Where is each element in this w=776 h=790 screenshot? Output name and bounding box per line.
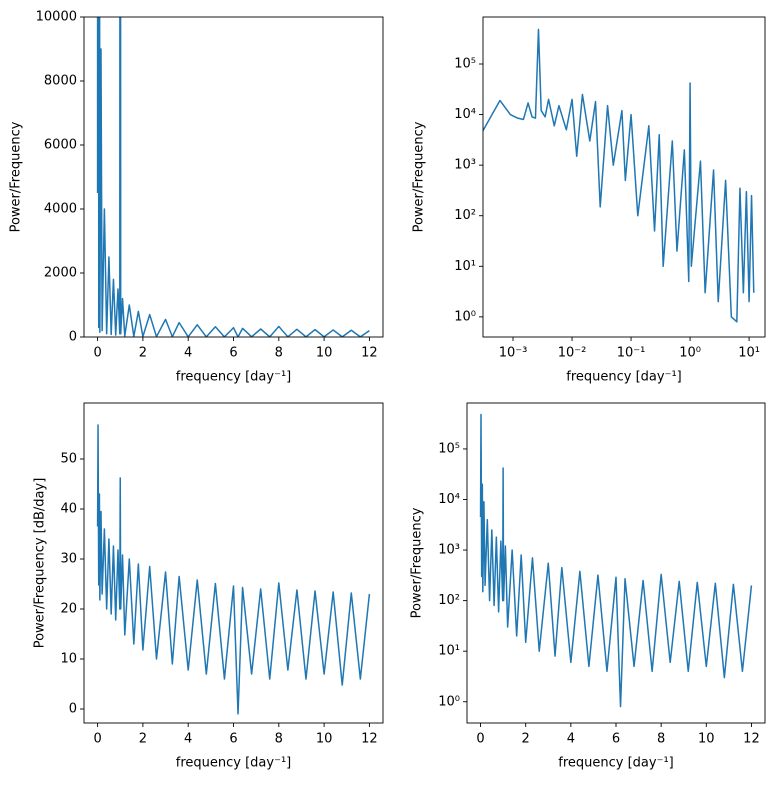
y-tick-label: 10² bbox=[438, 593, 460, 608]
y-axis-label: Power/Frequency bbox=[410, 507, 425, 618]
x-axis-label: frequency [day⁻¹] bbox=[176, 370, 291, 385]
x-tick-label: 8 bbox=[275, 346, 283, 361]
x-tick-label: 10⁻² bbox=[558, 346, 587, 361]
data-line bbox=[96, 424, 371, 715]
y-tick-label: 6000 bbox=[44, 138, 77, 153]
y-axis-label: Power/Frequency [dB/day] bbox=[33, 478, 48, 649]
x-tick-label: 0 bbox=[476, 732, 484, 747]
axes-frame bbox=[466, 402, 766, 724]
y-tick-label: 8000 bbox=[44, 74, 77, 89]
x-tick-label: 10 bbox=[316, 732, 333, 747]
x-tick-label: 12 bbox=[743, 732, 760, 747]
x-tick-label: 12 bbox=[361, 732, 378, 747]
y-tick-label: 50 bbox=[60, 452, 77, 467]
x-axis-label: frequency [day⁻¹] bbox=[566, 370, 681, 385]
x-axis-label: frequency [day⁻¹] bbox=[558, 756, 673, 771]
x-tick-label: 4 bbox=[567, 732, 575, 747]
y-tick-label: 10¹ bbox=[454, 259, 476, 274]
y-tick-label: 10⁴ bbox=[438, 492, 460, 507]
y-tick-label: 10000 bbox=[36, 10, 77, 25]
x-tick-label: 0 bbox=[93, 346, 101, 361]
axes-frame bbox=[83, 402, 384, 724]
x-tick-label: 10¹ bbox=[738, 346, 760, 361]
y-tick-label: 0 bbox=[69, 702, 77, 717]
y-tick-label: 10⁴ bbox=[454, 107, 476, 122]
y-tick-label: 2000 bbox=[44, 266, 77, 281]
y-tick-label: 40 bbox=[60, 502, 77, 517]
x-tick-label: 10 bbox=[698, 732, 715, 747]
x-tick-label: 4 bbox=[184, 732, 192, 747]
x-tick-label: 6 bbox=[612, 732, 620, 747]
y-tick-label: 4000 bbox=[44, 202, 77, 217]
y-tick-label: 10⁵ bbox=[438, 441, 460, 456]
subplot: 0 2 4 6 8 10 12 0 2000 4000 6000 8000 10000 frequency… bbox=[9, 10, 384, 385]
data-line bbox=[96, 17, 370, 337]
subplot: 0 2 4 6 8 10 12 10⁰ 10¹ 10² 10³ 10⁴ 10⁵ frequency [da… bbox=[410, 402, 766, 771]
x-tick-label: 10⁻¹ bbox=[617, 346, 646, 361]
x-tick-label: 10 bbox=[316, 346, 333, 361]
x-tick-label: 10⁰ bbox=[679, 346, 701, 361]
x-tick-label: 6 bbox=[229, 346, 237, 361]
subplot: 0 2 4 6 8 10 12 0 10 20 30 40 50 frequency [day⁻¹] Pow… bbox=[33, 402, 384, 771]
x-tick-label: 2 bbox=[139, 732, 147, 747]
y-tick-label: 10 bbox=[60, 652, 77, 667]
axes-frame bbox=[482, 16, 766, 338]
x-axis-label: frequency [day⁻¹] bbox=[176, 756, 291, 771]
y-axis-label: Power/Frequency bbox=[9, 121, 24, 232]
x-tick-label: 4 bbox=[184, 346, 192, 361]
x-tick-label: 2 bbox=[522, 732, 530, 747]
y-tick-label: 10¹ bbox=[438, 644, 460, 659]
x-tick-label: 8 bbox=[275, 732, 283, 747]
y-tick-label: 20 bbox=[60, 602, 77, 617]
y-tick-label: 10³ bbox=[438, 543, 460, 558]
x-tick-label: 0 bbox=[93, 732, 101, 747]
subplot: 10⁻³ 10⁻² 10⁻¹ 10⁰ 10¹ 10⁰ 10¹ 10² 10³ 10⁴ 10⁵ freq… bbox=[412, 16, 766, 385]
y-axis-label: Power/Frequency bbox=[412, 121, 427, 232]
axes-frame bbox=[83, 16, 384, 338]
y-tick-label: 10⁰ bbox=[454, 309, 476, 324]
y-tick-label: 10² bbox=[454, 208, 476, 223]
x-tick-label: 6 bbox=[229, 732, 237, 747]
x-tick-label: 12 bbox=[361, 346, 378, 361]
y-tick-label: 0 bbox=[69, 330, 77, 345]
data-line bbox=[483, 28, 755, 323]
y-tick-label: 30 bbox=[60, 552, 77, 567]
y-tick-label: 10⁵ bbox=[454, 57, 476, 72]
x-tick-label: 8 bbox=[657, 732, 665, 747]
y-tick-label: 10³ bbox=[454, 158, 476, 173]
x-tick-label: 2 bbox=[139, 346, 147, 361]
data-line bbox=[479, 413, 753, 708]
y-tick-label: 10⁰ bbox=[438, 694, 460, 709]
x-tick-label: 10⁻³ bbox=[499, 346, 528, 361]
